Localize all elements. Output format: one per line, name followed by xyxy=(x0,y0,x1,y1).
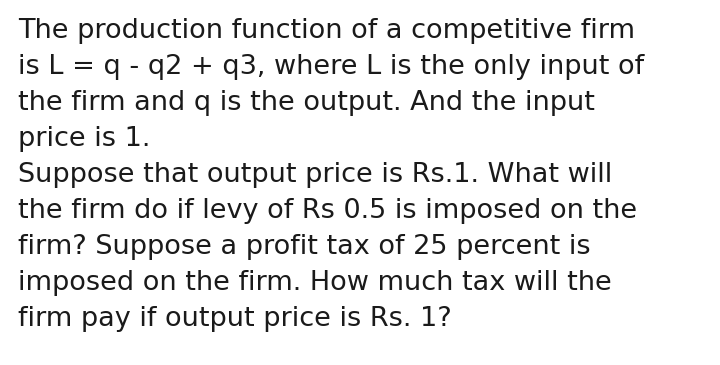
Text: the firm do if levy of Rs 0.5 is imposed on the: the firm do if levy of Rs 0.5 is imposed… xyxy=(18,198,637,224)
Text: The production function of a competitive firm: The production function of a competitive… xyxy=(18,18,635,44)
Text: firm pay if output price is Rs. 1?: firm pay if output price is Rs. 1? xyxy=(18,306,451,332)
Text: the firm and q is the output. And the input: the firm and q is the output. And the in… xyxy=(18,90,595,116)
Text: imposed on the firm. How much tax will the: imposed on the firm. How much tax will t… xyxy=(18,270,612,296)
Text: firm? Suppose a profit tax of 25 percent is: firm? Suppose a profit tax of 25 percent… xyxy=(18,234,590,260)
Text: price is 1.: price is 1. xyxy=(18,126,150,152)
Text: Suppose that output price is Rs.1. What will: Suppose that output price is Rs.1. What … xyxy=(18,162,612,188)
Text: is L = q - q2 + q3, where L is the only input of: is L = q - q2 + q3, where L is the only … xyxy=(18,54,644,80)
